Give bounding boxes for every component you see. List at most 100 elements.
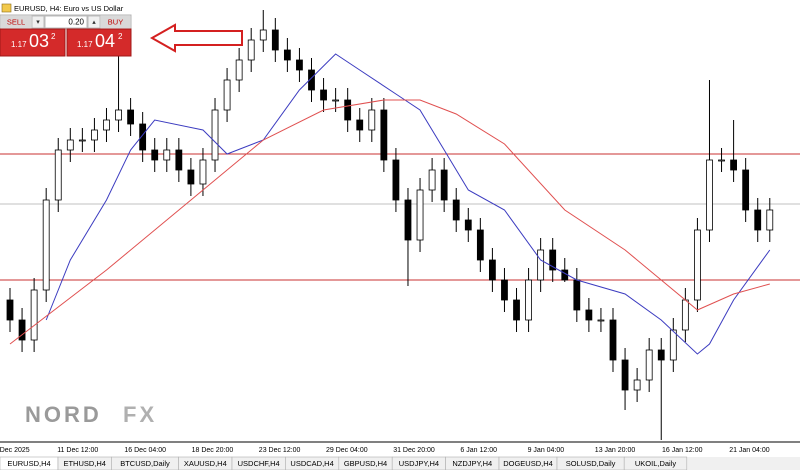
sell-button[interactable] [1,16,31,28]
symbol-icon [1,3,12,13]
candle-body [163,149,171,161]
x-tick-label: 9 Jan 04:00 [528,447,565,454]
candle-body [223,79,231,111]
candle-body [428,169,436,191]
candle-body [669,329,677,361]
buy-price-big[interactable]: 1.17 [77,40,93,49]
candle-body [151,149,159,161]
candle-body [464,219,472,231]
sell-price-pip[interactable]: 2 [51,32,56,41]
candle-body [549,249,557,271]
candle-body [573,279,581,311]
candle-body [356,119,364,131]
tab-label[interactable]: GBPUSD,H4 [344,459,387,468]
sell-price-main[interactable]: 03 [29,31,49,51]
volume-value[interactable]: 0.20 [68,18,84,27]
candle-body [115,109,122,121]
candle-body [766,209,774,231]
candle-body [175,149,183,171]
candle-body [187,169,195,185]
candle-body [694,229,701,301]
sell-label[interactable]: SELL [7,17,25,26]
x-tick-label: 21 Jan 04:00 [729,447,770,454]
moving-average [45,53,771,355]
candle-body [537,249,545,281]
candle-body [476,229,484,261]
candle-body [440,169,448,201]
candle-body [91,129,98,141]
candle-body [513,299,520,321]
candle-body [271,29,279,51]
candle-body [681,299,689,331]
candle-body [633,379,641,391]
candle-body [66,139,74,151]
x-tick-label: 6 Jan 12:00 [460,447,497,454]
candle-body [332,99,340,102]
candle-body [380,109,388,161]
x-axis-labels: 10 Dec 2025 11 Dec 12:00 16 Dec 04:00 18 De… [0,447,770,454]
candle-body [308,69,315,91]
candle-body [368,109,376,131]
volume-field[interactable] [44,15,88,29]
x-tick-label: 29 Dec 04:00 [326,447,368,454]
tab-label[interactable]: XAUUSD,H4 [184,459,227,468]
symbol-title: EURUSD, H4: Euro vs US Dollar [14,4,124,13]
candle-body [525,279,532,321]
candle-body [18,319,26,341]
candle-body [645,349,653,381]
buy-label[interactable]: BUY [108,17,123,26]
candle-body [320,89,327,101]
sell-price-box[interactable] [0,28,66,57]
candle-body [103,119,110,131]
x-tick-label: 13 Jan 20:00 [595,447,636,454]
buy-price-main[interactable]: 04 [95,31,115,51]
candle-body [718,159,725,162]
candle-body [283,49,291,61]
watermark-text: NORD [25,402,102,427]
candle-body [30,289,38,341]
sell-price-big[interactable]: 1.17 [11,40,27,49]
candle-body [127,109,134,125]
watermark-accent: FX [123,402,157,427]
tab-label[interactable]: EURUSD,H4 [7,459,50,468]
candle-body [42,199,50,291]
candle-body [392,159,400,201]
tab-label[interactable]: USDJPY,H4 [399,459,439,468]
tab-label[interactable]: USDCAD,H4 [290,459,333,468]
candle-body [706,159,713,231]
tab-label[interactable]: NZDJPY,H4 [452,459,492,468]
candle-body [597,319,605,322]
tab-label[interactable]: ETHUSD,H4 [63,459,106,468]
volume-down-icon: ▾ [36,19,40,26]
candle-body [657,349,665,361]
x-tick-label: 23 Dec 12:00 [259,447,301,454]
x-tick-label: 18 Dec 20:00 [192,447,234,454]
candle-body [139,123,147,151]
chart [0,10,800,440]
buy-price-pip[interactable]: 2 [118,32,123,41]
candle-body [247,39,255,61]
candle-body [416,189,424,241]
buy-price-box[interactable] [66,28,132,57]
annotation-arrow [149,23,243,53]
candle-body [404,199,412,241]
candle-body [742,169,750,211]
buy-button[interactable] [101,16,130,28]
candle-body [199,159,207,185]
tab[interactable] [623,456,688,470]
x-tick-label: 11 Dec 12:00 [57,447,98,454]
volume-up[interactable] [87,15,101,29]
volume-up-icon: ▴ [92,19,96,26]
x-tick-label: 10 Dec 2025 [0,447,30,454]
candle-body [296,59,303,71]
tab-label[interactable]: USDCHF,H4 [238,459,280,468]
tab-label[interactable]: BTCUSD,Daily [120,459,170,468]
volume-down[interactable] [31,15,45,29]
tab-label[interactable]: SOLUSD,Daily [566,459,616,468]
tab-label[interactable]: DOGEUSD,H4 [503,459,553,468]
candle-body [585,309,593,321]
x-tick-label: 16 Jan 12:00 [662,447,703,454]
tab-label[interactable]: UKOIL,Daily [635,459,677,468]
candle-body [259,29,267,41]
